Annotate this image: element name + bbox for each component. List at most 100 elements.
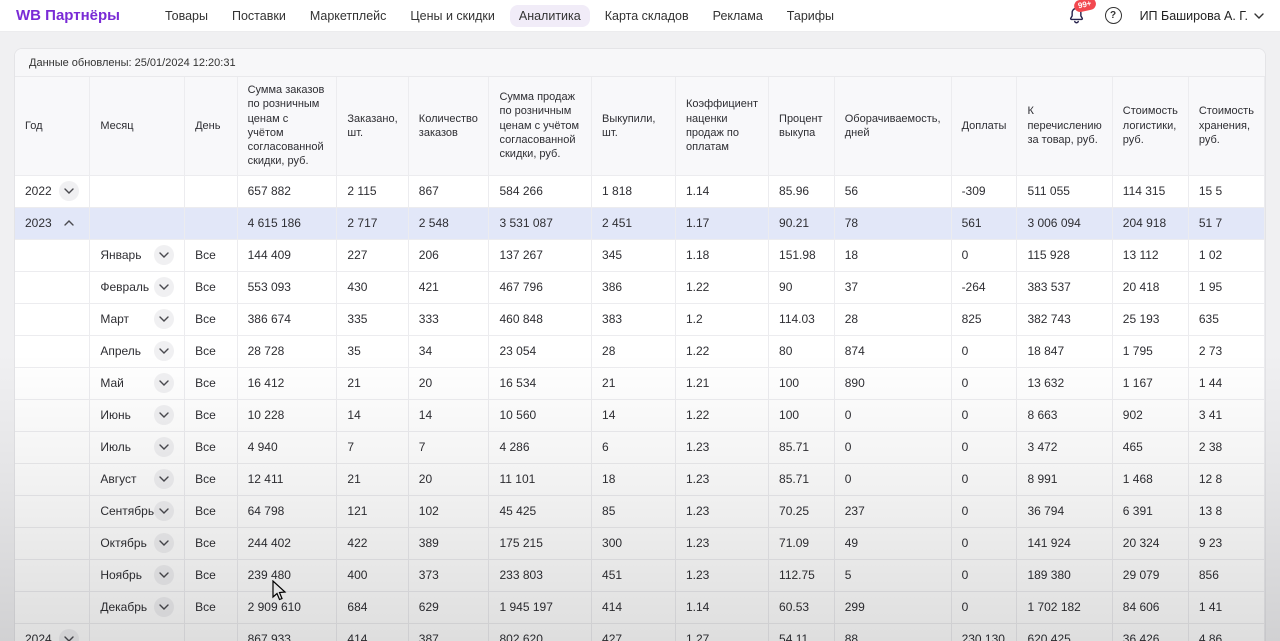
chevron-down-icon <box>159 252 169 258</box>
cell-value: 0 <box>951 559 1017 591</box>
cell-day[interactable]: Все <box>185 399 237 431</box>
cell-value: 90.21 <box>769 207 835 239</box>
cell-value: 414 <box>592 591 676 623</box>
month-dropdown-button[interactable] <box>154 437 174 457</box>
cell-day[interactable]: Все <box>185 335 237 367</box>
cell-value: 29 079 <box>1112 559 1188 591</box>
month-dropdown-button[interactable] <box>154 597 174 617</box>
cell-value: 1 02 <box>1188 239 1264 271</box>
notifications-count-badge: 99+ <box>1073 0 1097 12</box>
cell-value: 60.53 <box>769 591 835 623</box>
cell-value: 8 663 <box>1017 399 1112 431</box>
cell-day[interactable]: Все <box>185 463 237 495</box>
question-mark-icon: ? <box>1110 10 1116 21</box>
cell-value: 64 798 <box>237 495 337 527</box>
cell-value: 28 <box>834 303 951 335</box>
cell-value: 21 <box>337 463 408 495</box>
cell-value: 239 480 <box>237 559 337 591</box>
cell-value: 21 <box>337 367 408 399</box>
nav-item-1[interactable]: Поставки <box>223 5 295 27</box>
cell-value: 620 425 <box>1017 623 1112 641</box>
cell-value: 825 <box>951 303 1017 335</box>
cell-value: 1.21 <box>675 367 768 399</box>
nav-item-0[interactable]: Товары <box>156 5 217 27</box>
month-dropdown-button[interactable] <box>154 277 174 297</box>
month-label: Октябрь <box>100 536 147 550</box>
cell-value: -309 <box>951 175 1017 207</box>
cell-day[interactable]: Все <box>185 367 237 399</box>
nav-item-5[interactable]: Карта складов <box>596 5 698 27</box>
notifications-button[interactable]: 99+ <box>1067 6 1087 26</box>
cell-value: 333 <box>408 303 489 335</box>
cell-value: 421 <box>408 271 489 303</box>
cell-value: 23 054 <box>489 335 592 367</box>
cell-value: 0 <box>951 431 1017 463</box>
cell-day[interactable]: Все <box>185 239 237 271</box>
cell-day[interactable]: Все <box>185 303 237 335</box>
cell-value: 16 412 <box>237 367 337 399</box>
nav-item-7[interactable]: Тарифы <box>778 5 843 27</box>
column-header-7: Выкупили, шт. <box>592 77 676 175</box>
nav-item-3[interactable]: Цены и скидки <box>401 5 503 27</box>
user-name: ИП Баширова А. Г. <box>1140 9 1248 23</box>
cell-value: 88 <box>834 623 951 641</box>
chevron-down-icon <box>159 540 169 546</box>
cell-month <box>90 207 185 239</box>
cell-value: 3 006 094 <box>1017 207 1112 239</box>
help-button[interactable]: ? <box>1105 7 1122 24</box>
nav-item-6[interactable]: Реклама <box>704 5 772 27</box>
cell-day[interactable]: Все <box>185 559 237 591</box>
cell-value: 121 <box>337 495 408 527</box>
cell-value: 1.17 <box>675 207 768 239</box>
month-dropdown-button[interactable] <box>154 309 174 329</box>
cell-value: 383 537 <box>1017 271 1112 303</box>
app-logo-bold: WB <box>16 7 41 24</box>
cell-value: 10 560 <box>489 399 592 431</box>
cell-value: 5 <box>834 559 951 591</box>
cell-value: 382 743 <box>1017 303 1112 335</box>
month-dropdown-button[interactable] <box>154 565 174 585</box>
cell-day[interactable]: Все <box>185 591 237 623</box>
cell-day[interactable]: Все <box>185 495 237 527</box>
nav-item-4[interactable]: Аналитика <box>510 5 590 27</box>
cell-value: 0 <box>951 495 1017 527</box>
cell-month: Январь <box>90 239 185 271</box>
month-dropdown-button[interactable] <box>154 373 174 393</box>
cell-day[interactable]: Все <box>185 271 237 303</box>
cell-value: 0 <box>951 463 1017 495</box>
cell-value: 13 8 <box>1188 495 1264 527</box>
month-dropdown-button[interactable] <box>154 533 174 553</box>
month-dropdown-button[interactable] <box>154 501 174 521</box>
cell-value: 137 267 <box>489 239 592 271</box>
table-row-month-5: АпрельВсе28 728353423 054281.2280874018 … <box>15 335 1265 367</box>
month-dropdown-button[interactable] <box>154 469 174 489</box>
cell-value: 0 <box>834 431 951 463</box>
app-logo[interactable]: WB Партнёры <box>16 7 120 24</box>
column-header-0: Год <box>15 77 90 175</box>
nav-item-2[interactable]: Маркетплейс <box>301 5 396 27</box>
cell-day[interactable]: Все <box>185 527 237 559</box>
cell-value: 1 44 <box>1188 367 1264 399</box>
cell-value: 451 <box>592 559 676 591</box>
cell-value: 0 <box>834 463 951 495</box>
cell-month: Июль <box>90 431 185 463</box>
month-label: Сентябрь <box>100 504 154 518</box>
year-expand-button[interactable] <box>59 213 79 233</box>
cell-value: 1.14 <box>675 175 768 207</box>
year-expand-button[interactable] <box>59 629 79 641</box>
month-dropdown-button[interactable] <box>154 405 174 425</box>
month-dropdown-button[interactable] <box>154 245 174 265</box>
month-label: Январь <box>100 248 141 262</box>
cell-value: 114.03 <box>769 303 835 335</box>
cell-year <box>15 559 90 591</box>
cell-value: 1.22 <box>675 399 768 431</box>
cell-day[interactable]: Все <box>185 431 237 463</box>
cell-value: 244 402 <box>237 527 337 559</box>
month-dropdown-button[interactable] <box>154 341 174 361</box>
cell-value: 15 5 <box>1188 175 1264 207</box>
chevron-down-icon <box>64 636 74 641</box>
cell-value: 867 933 <box>237 623 337 641</box>
year-expand-button[interactable] <box>59 181 79 201</box>
user-account-menu[interactable]: ИП Баширова А. Г. <box>1140 9 1264 23</box>
cell-value: 1.23 <box>675 527 768 559</box>
